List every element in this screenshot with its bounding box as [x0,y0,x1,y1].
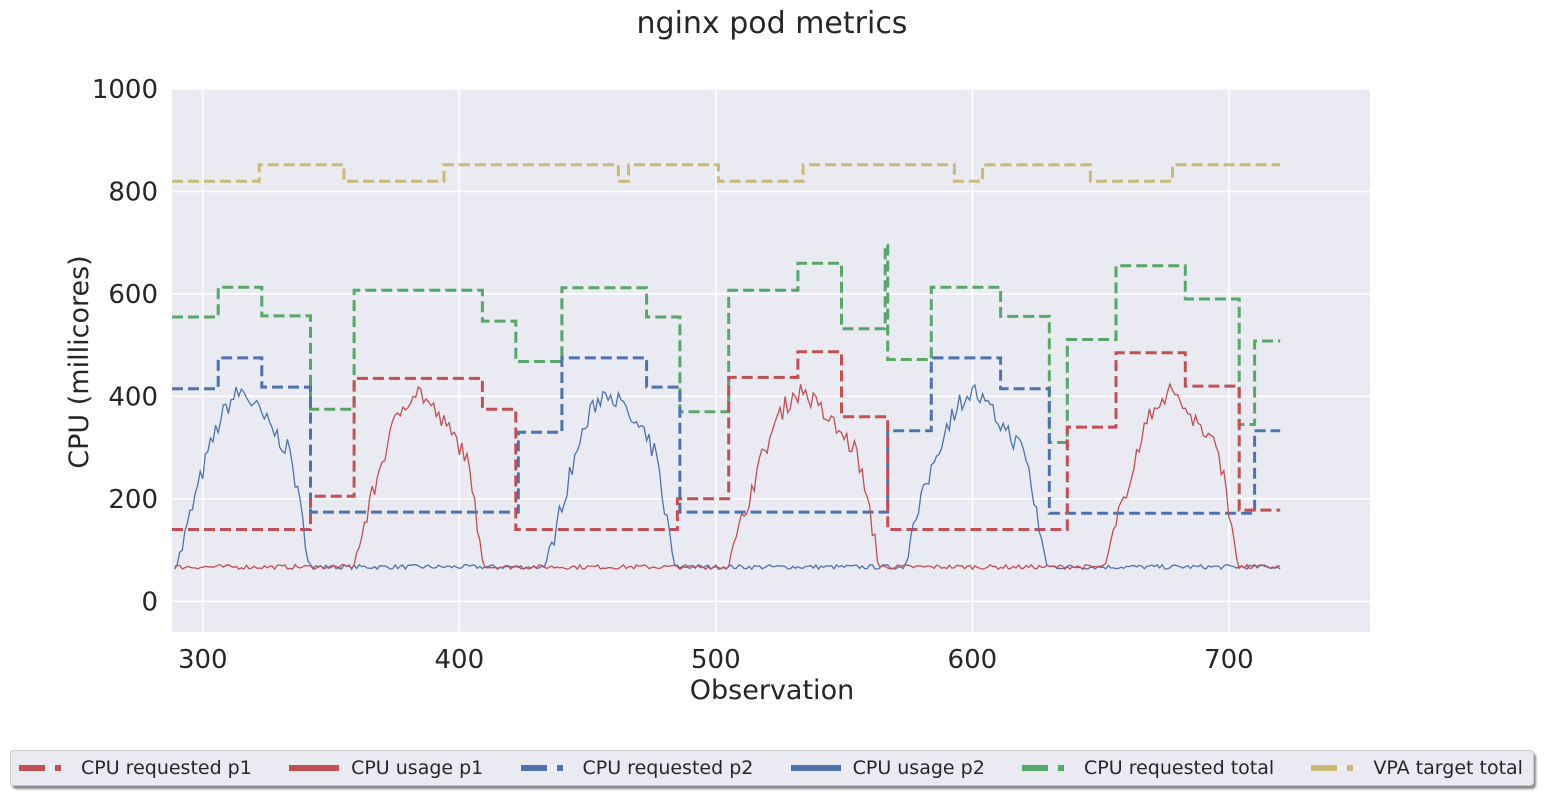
x-tick-label: 700 [1204,645,1254,675]
x-tick-label: 600 [948,645,998,675]
data-series [172,163,1281,571]
legend-item: CPU usage p1 [289,757,483,779]
x-tick-label: 300 [178,645,228,675]
legend-item: VPA target total [1311,757,1523,779]
series-cpu-requested-total [172,243,1281,444]
legend-swatch [1311,765,1362,771]
legend-label: VPA target total [1373,757,1523,779]
x-tick-label: 400 [434,645,484,675]
y-tick-label: 800 [108,177,158,207]
series-vpa-target-total [172,163,1281,183]
legend-swatch [790,765,841,771]
legend-swatch [520,765,571,771]
legend-item: CPU usage p2 [790,757,985,779]
y-tick-label: 0 [141,587,158,617]
chart-title: nginx pod metrics [637,6,908,41]
y-tick-label: 400 [108,382,158,412]
legend-swatch [1022,765,1073,771]
legend-swatch [289,765,340,771]
legend-item: CPU requested total [1022,757,1274,779]
y-tick-label: 200 [108,485,158,515]
series-cpu-usage-p1 [174,382,1281,571]
y-tick-label: 1000 [92,75,158,105]
x-tick-label: 500 [691,645,741,675]
legend-label: CPU usage p1 [351,757,484,779]
series-cpu-requested-p1 [172,350,1281,531]
legend-label: CPU requested total [1084,757,1275,779]
y-axis-label: CPU (millicores) [64,255,95,468]
plot-area [172,89,1370,632]
legend-label: CPU requested p1 [81,757,252,779]
legend-item: CPU requested p2 [520,757,754,779]
legend-label: CPU usage p2 [852,757,985,779]
legend: CPU requested p1 CPU usage p1 CPU requeste… [10,750,1534,786]
x-axis-label: Observation [690,675,854,706]
legend-item: CPU requested p1 [19,757,252,779]
tick-labels: 300 400 500 600 700 0 200 400 600 800 1000 [92,75,1254,675]
legend-swatch [19,765,69,771]
y-tick-label: 600 [108,280,158,310]
legend-label: CPU requested p2 [582,757,754,779]
grid-lines [172,88,1370,632]
